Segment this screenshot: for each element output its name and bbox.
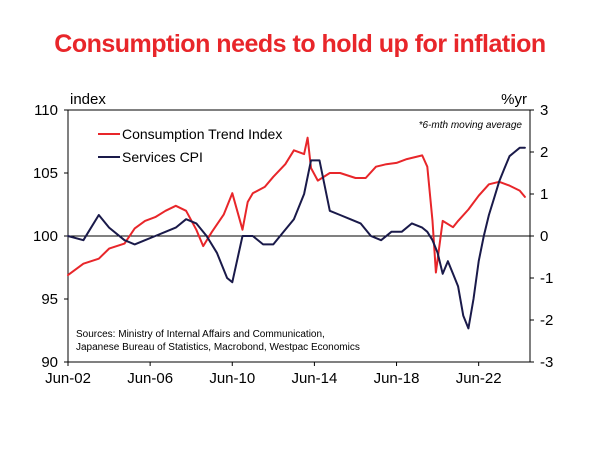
services-cpi-line	[67, 146, 526, 330]
right-tick-label: 1	[540, 186, 548, 203]
right-tick-label: 3	[540, 102, 548, 119]
right-tick-label: 0	[540, 228, 548, 245]
right-tick-label: 2	[540, 144, 548, 161]
right-axis-ticks: -3 -2 -1 0 1 2 3	[530, 102, 553, 371]
legend: Consumption Trend Index Services CPI	[98, 126, 282, 165]
right-tick-label: -2	[540, 312, 553, 329]
x-tick-label: Jun-02	[45, 370, 91, 387]
series-lines	[67, 136, 526, 330]
left-tick-label: 95	[41, 291, 58, 308]
x-tick-label: Jun-10	[209, 370, 255, 387]
x-tick-label: Jun-14	[291, 370, 337, 387]
chart-note: *6-mth moving average	[419, 120, 523, 131]
legend-label-consumption: Consumption Trend Index	[122, 126, 282, 142]
x-tick-label: Jun-18	[374, 370, 420, 387]
x-tick-label: Jun-06	[127, 370, 173, 387]
right-axis-label: %yr	[501, 91, 527, 108]
left-tick-label: 105	[33, 165, 58, 182]
sources-line-2: Japanese Bureau of Statistics, Macrobond…	[76, 342, 360, 353]
left-tick-label: 90	[41, 354, 58, 371]
left-tick-label: 110	[34, 102, 58, 119]
left-tick-label: 100	[33, 228, 58, 245]
consumption-trend-line	[67, 136, 526, 277]
legend-label-services: Services CPI	[122, 149, 203, 165]
chart-title: Consumption needs to hold up for inflati…	[54, 30, 546, 58]
x-tick-label: Jun-22	[456, 370, 502, 387]
right-tick-label: -1	[540, 270, 553, 287]
left-axis-label: index	[70, 91, 106, 108]
right-tick-label: -3	[540, 354, 553, 371]
sources-line-1: Sources: Ministry of Internal Affairs an…	[76, 329, 325, 340]
left-axis-ticks: 90 95 100 105 110	[33, 102, 68, 371]
x-axis-ticks: Jun-02 Jun-06 Jun-10 Jun-14 Jun-18 Jun-22	[45, 362, 502, 387]
